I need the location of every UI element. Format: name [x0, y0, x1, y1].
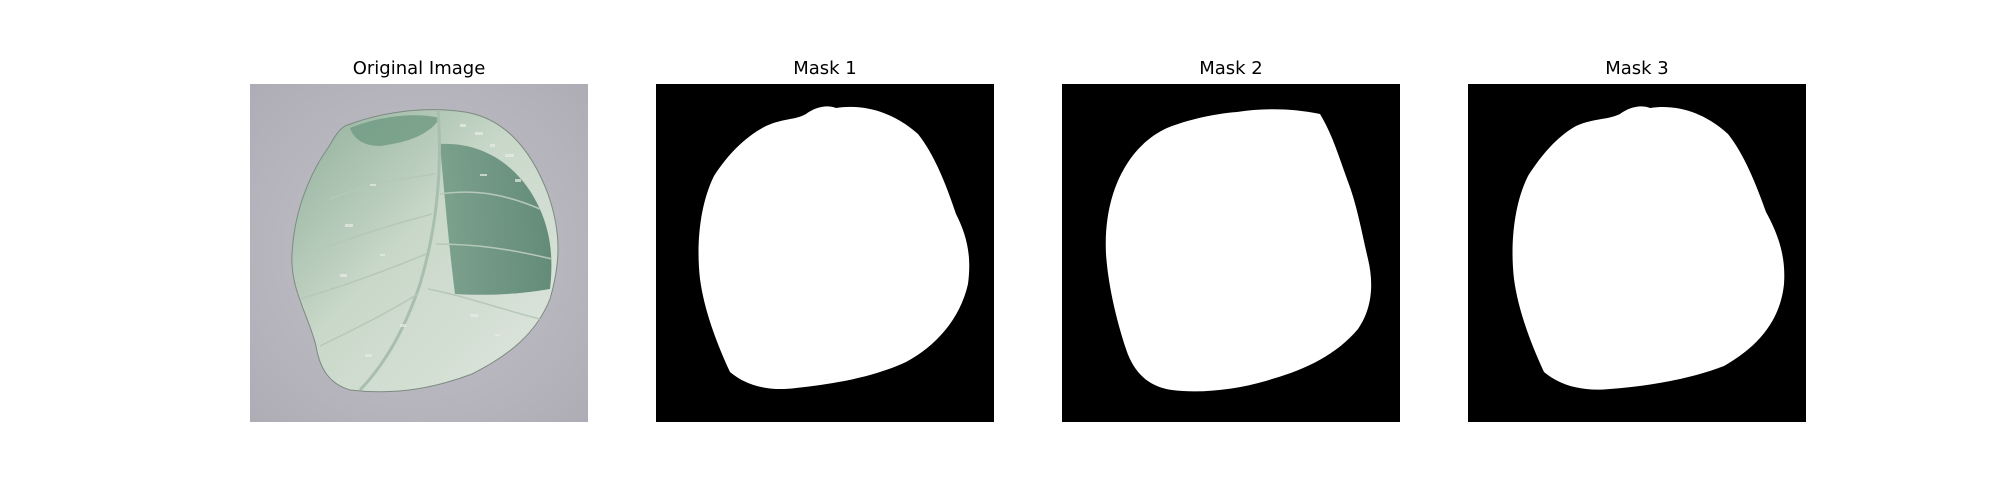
mask-2-region	[1105, 109, 1372, 392]
mask-2-image	[1062, 84, 1400, 422]
original-leaf-photo	[250, 84, 588, 422]
panel-mask-3: Mask 3	[1468, 0, 1806, 500]
leaf-veins	[299, 173, 553, 347]
mask-1-region	[698, 106, 970, 390]
mask-3-svg	[1468, 84, 1806, 422]
mask-3-region	[1512, 106, 1785, 390]
mask-1-image	[656, 84, 994, 422]
panel-mask-1: Mask 1	[656, 0, 994, 500]
panel-title-mask-2: Mask 2	[1199, 58, 1263, 79]
leaf-photo-svg	[250, 84, 588, 422]
panel-original-image: Original Image	[250, 0, 588, 500]
panel-title-mask-1: Mask 1	[793, 58, 857, 79]
mask-3-image	[1468, 84, 1806, 422]
leaf-midrib	[358, 109, 441, 392]
leaf-dark-top	[350, 115, 440, 146]
panel-title-mask-3: Mask 3	[1605, 58, 1669, 79]
leaf-speckles	[340, 124, 521, 357]
panel-title-original: Original Image	[352, 58, 486, 79]
panel-mask-2: Mask 2	[1062, 0, 1400, 500]
mask-1-svg	[656, 84, 994, 422]
leaf-dark-region	[440, 143, 552, 295]
mask-2-svg	[1062, 84, 1400, 422]
